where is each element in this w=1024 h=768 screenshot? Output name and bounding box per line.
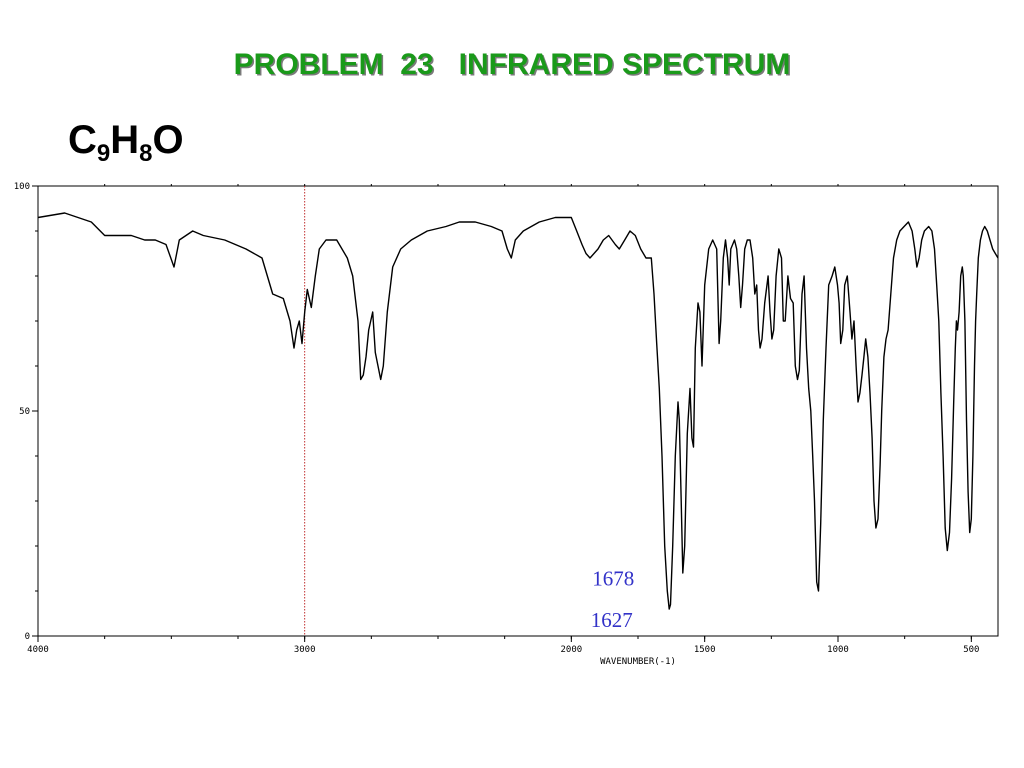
x-tick-label: 1000 [827, 645, 849, 655]
molecular-formula: C9H8O [68, 118, 184, 168]
formula-hydrogen: H [110, 118, 140, 162]
y-tick-label: 50 [19, 407, 30, 417]
slide-title: PROBLEM 23 INFRARED SPECTRUM [233, 48, 791, 81]
x-tick-label: 500 [963, 645, 979, 655]
x-tick-label: 3000 [294, 645, 316, 655]
y-tick-label: 100 [14, 182, 30, 192]
plot-frame [37, 185, 999, 637]
formula-oxygen: O [152, 118, 184, 162]
x-tick-label: 2000 [560, 645, 582, 655]
y-tick-label: 0 [25, 632, 30, 642]
x-tick-label: 4000 [27, 645, 49, 655]
x-tick-label: 1500 [694, 645, 716, 655]
formula-hydrogen-count: 8 [139, 140, 153, 167]
formula-carbon-count: 9 [96, 140, 111, 167]
peak-annotation-1627: 1627 [591, 608, 633, 632]
peak-annotation-1678: 1678 [592, 567, 634, 591]
x-axis-label: WAVENUMBER(-1) [600, 657, 676, 667]
formula-carbon: C [68, 118, 97, 162]
spectrum-line [37, 212, 999, 610]
